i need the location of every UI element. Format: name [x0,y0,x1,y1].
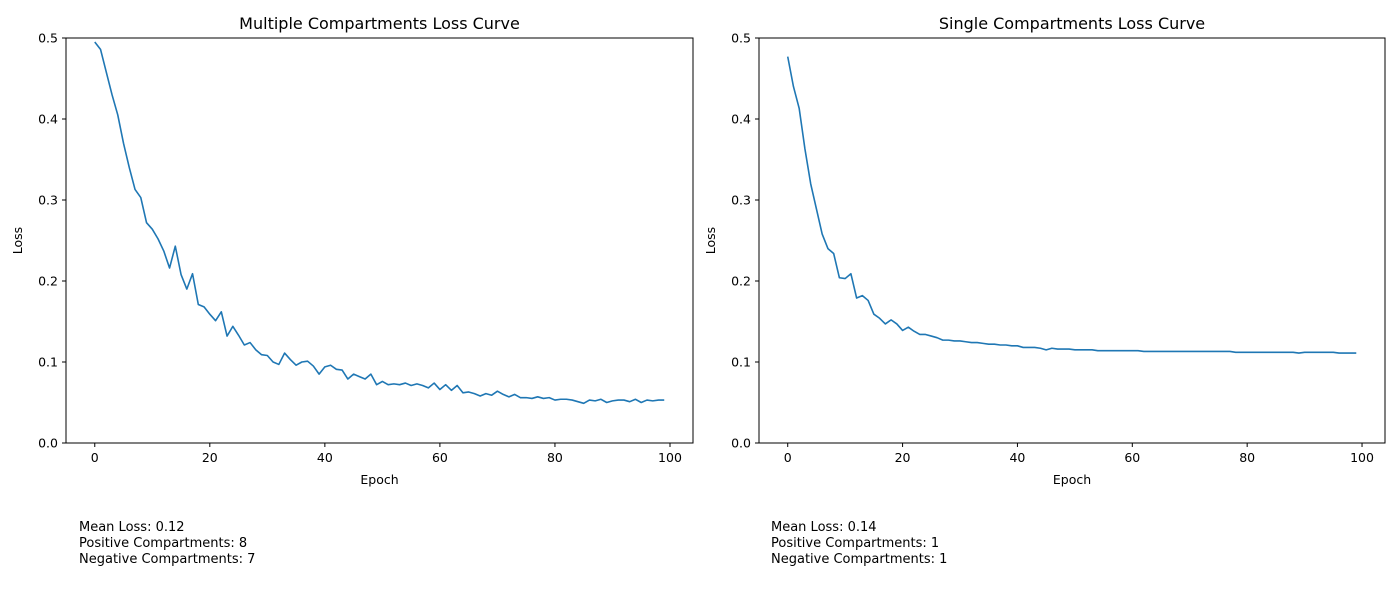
x-tick-label: 40 [317,450,333,465]
y-tick-label: 0.4 [731,112,751,127]
x-tick-label: 20 [202,450,218,465]
loss-line [94,41,665,405]
stats-single: Mean Loss: 0.14 Positive Compartments: 1… [771,520,947,568]
y-tick-label: 0.1 [38,355,58,370]
chart-title: Single Compartments Loss Curve [939,14,1205,33]
x-tick-label: 80 [547,450,563,465]
negative-compartments-text: Negative Compartments: 1 [771,552,948,567]
chart-title: Multiple Compartments Loss Curve [239,14,520,33]
plot-frame [65,37,694,444]
positive-compartments-text: Positive Compartments: 8 [79,536,248,551]
y-tick-label: 0.0 [731,436,751,451]
y-tick-label: 0.5 [38,31,58,46]
mean-loss-text: Mean Loss: 0.14 [771,520,877,535]
y-tick-label: 0.4 [38,112,58,127]
stats-multiple: Mean Loss: 0.12 Positive Compartments: 8… [79,520,255,568]
x-tick-label: 100 [1350,450,1374,465]
y-tick-label: 0.3 [38,193,58,208]
mean-loss-text: Mean Loss: 0.12 [79,520,185,535]
x-tick-label: 0 [91,450,99,465]
plot-frame [758,37,1386,444]
y-tick-label: 0.0 [38,436,58,451]
x-tick-label: 80 [1239,450,1255,465]
negative-compartments-text: Negative Compartments: 7 [79,552,256,567]
y-tick-label: 0.1 [731,355,751,370]
chart-multiple-compartments: Multiple Compartments Loss Curve 0 20 40 60 8… [10,14,694,487]
y-tick-label: 0.2 [38,274,58,289]
x-tick-label: 20 [895,450,911,465]
x-tick-label: 100 [658,450,682,465]
loss-line [786,56,1357,354]
y-axis-label: Loss [703,227,718,254]
chart-single-compartments: Single Compartments Loss Curve 0 20 40 60 80 1… [703,14,1386,487]
x-tick-label: 60 [432,450,448,465]
y-tick-label: 0.3 [731,193,751,208]
x-axis-label: Epoch [1053,472,1091,487]
y-axis-label: Loss [10,227,25,254]
x-tick-label: 40 [1009,450,1025,465]
y-tick-label: 0.5 [731,31,751,46]
x-tick-label: 0 [784,450,792,465]
positive-compartments-text: Positive Compartments: 1 [771,536,940,551]
y-tick-label: 0.2 [731,274,751,289]
x-axis-label: Epoch [360,472,398,487]
x-tick-label: 60 [1124,450,1140,465]
